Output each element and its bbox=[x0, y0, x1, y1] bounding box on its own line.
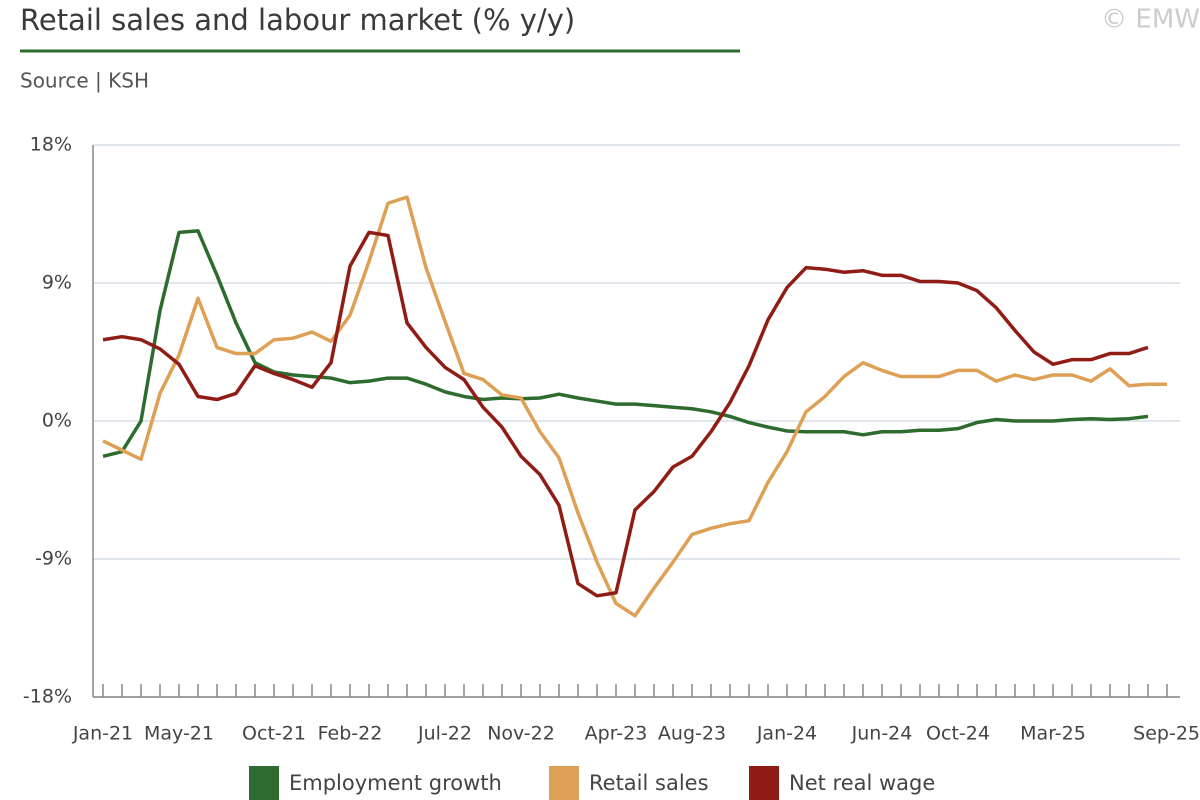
legend-swatch bbox=[749, 766, 779, 800]
y-tick-label: -9% bbox=[35, 548, 72, 570]
x-tick-label: Sep-25 bbox=[1133, 723, 1200, 745]
x-tick-label: Nov-22 bbox=[487, 723, 555, 745]
series-line bbox=[102, 195, 1167, 618]
x-tick-label: Apr-23 bbox=[585, 723, 648, 745]
x-tick-label: May-21 bbox=[144, 723, 214, 745]
x-tick-label: Oct-21 bbox=[242, 723, 306, 745]
x-tick-label: Mar-25 bbox=[1020, 723, 1086, 745]
x-tick-label: Feb-22 bbox=[318, 723, 383, 745]
series-line bbox=[102, 229, 1149, 458]
x-tick-label: Aug-23 bbox=[658, 723, 726, 745]
legend-swatch bbox=[249, 766, 279, 800]
x-tick-label: Jan-21 bbox=[72, 723, 133, 745]
legend-label: Retail sales bbox=[589, 771, 709, 795]
y-tick-label: 18% bbox=[30, 134, 72, 156]
series-line bbox=[102, 230, 1149, 598]
chart-subtitle: Source | KSH bbox=[20, 69, 149, 93]
y-tick-label: 9% bbox=[42, 272, 72, 294]
legend-swatch bbox=[549, 766, 579, 800]
x-tick-label: Jan-24 bbox=[756, 723, 817, 745]
x-tick-label: Jun-24 bbox=[851, 723, 913, 745]
watermark: © EMW bbox=[1101, 5, 1200, 35]
x-tick-label: Oct-24 bbox=[926, 723, 990, 745]
y-tick-label: -18% bbox=[23, 686, 72, 708]
legend-label: Net real wage bbox=[789, 771, 935, 795]
y-tick-label: 0% bbox=[42, 410, 72, 432]
legend-label: Employment growth bbox=[289, 771, 502, 795]
x-tick-label: Jul-22 bbox=[417, 723, 472, 745]
chart-title: Retail sales and labour market (% y/y) bbox=[20, 3, 575, 37]
